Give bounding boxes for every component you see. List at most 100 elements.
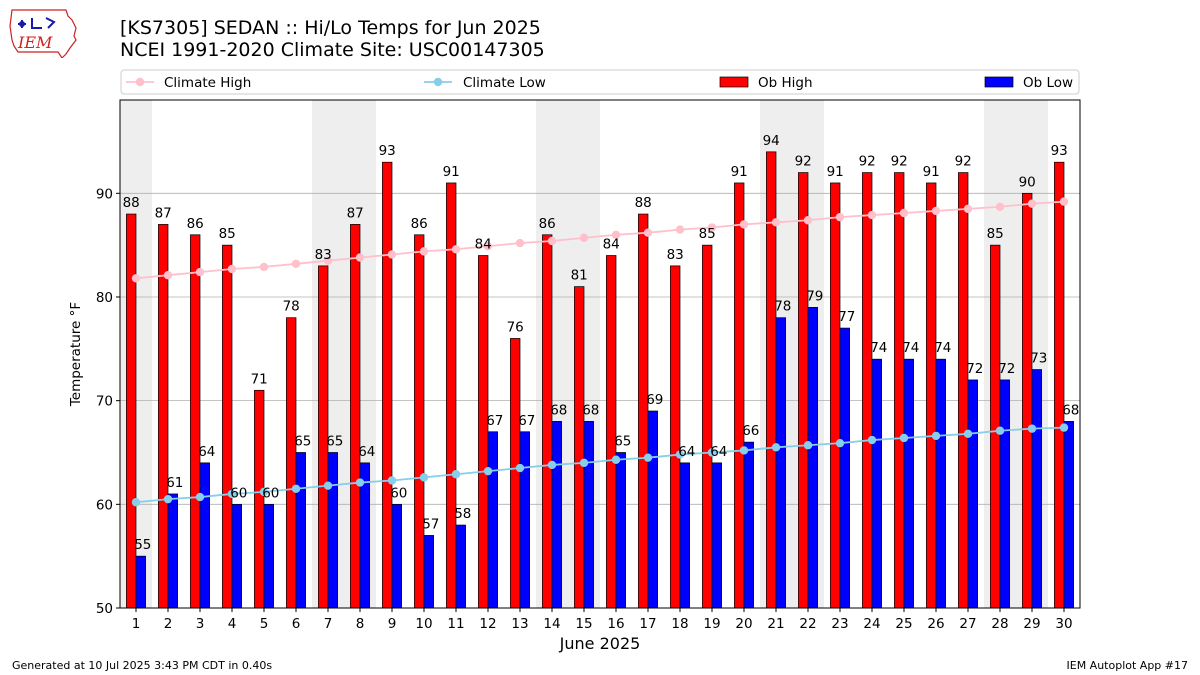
- climate-high-point: [547, 236, 557, 246]
- ob-high-label: 90: [1019, 174, 1036, 190]
- legend-ob-high-swatch: [719, 76, 749, 88]
- ob-low-bar: [615, 452, 626, 609]
- x-tick-label: 29: [1023, 616, 1040, 632]
- x-tick-label: 4: [228, 616, 237, 632]
- x-axis-label: June 2025: [559, 634, 641, 653]
- climate-high-point: [227, 264, 237, 274]
- climate-low-point: [323, 481, 333, 490]
- ob-low-bar: [519, 431, 530, 609]
- climate-low-point: [163, 494, 173, 504]
- legend-box: [120, 69, 1080, 95]
- x-tick-label: 13: [511, 616, 528, 632]
- climate-low-point: [355, 478, 365, 487]
- x-tick-label: 25: [895, 616, 912, 632]
- ob-high-bar: [190, 234, 201, 609]
- ob-low-bar: [967, 379, 978, 609]
- ob-high-bar: [702, 244, 713, 609]
- climate-high-point: [771, 218, 781, 227]
- x-tick-label: 5: [260, 616, 269, 632]
- ob-high-label: 91: [443, 164, 460, 180]
- climate-high-point: [355, 253, 365, 262]
- ob-high-bar: [606, 255, 617, 609]
- ob-low-label: 61: [166, 475, 183, 491]
- climate-low-point: [867, 435, 877, 445]
- ob-high-bar: [638, 213, 649, 609]
- ob-high-label: 87: [155, 205, 172, 221]
- x-tick-label: 14: [543, 616, 560, 632]
- ob-low-label: 69: [646, 392, 663, 408]
- logo-text: IEM: [17, 33, 53, 52]
- ob-high-label: 76: [507, 319, 524, 335]
- ob-high-label: 88: [123, 195, 140, 211]
- ob-low-label: 67: [486, 413, 503, 429]
- app-note: IEM Autoplot App #17: [1066, 659, 1189, 672]
- climate-high-point: [739, 220, 749, 229]
- x-tick-label: 9: [388, 616, 397, 632]
- ob-high-label: 93: [1051, 143, 1068, 159]
- ob-high-bar: [734, 182, 745, 609]
- legend-ob-low-swatch: [984, 76, 1014, 88]
- climate-high-point: [835, 212, 845, 222]
- ob-low-label: 60: [390, 485, 407, 501]
- ob-low-label: 79: [806, 288, 823, 304]
- y-tick-label: 50: [96, 601, 113, 617]
- climate-high-point: [899, 208, 909, 218]
- ob-high-label: 86: [411, 216, 428, 232]
- title-line-2: NCEI 1991-2020 Climate Site: USC00147305: [120, 39, 545, 61]
- ob-low-bar: [1031, 369, 1042, 609]
- climate-low-point: [547, 460, 557, 470]
- bars: [126, 151, 1074, 609]
- ob-high-label: 85: [219, 226, 236, 242]
- ob-low-bar: [647, 410, 658, 609]
- ob-low-label: 72: [966, 361, 983, 377]
- ob-high-label: 93: [379, 143, 396, 159]
- ob-low-label: 68: [1062, 402, 1079, 418]
- ob-high-bar: [926, 182, 937, 609]
- climate-low-point: [931, 431, 941, 441]
- climate-high-point: [803, 216, 813, 225]
- climate-low-point: [1027, 424, 1037, 433]
- ob-low-bar: [135, 555, 146, 609]
- climate-high-line: [135, 200, 1065, 280]
- ob-low-label: 67: [518, 413, 535, 429]
- climate-high-point: [931, 206, 941, 216]
- ob-low-label: 64: [358, 444, 375, 460]
- ob-low-bar: [903, 358, 914, 609]
- x-tick-label: 15: [575, 616, 592, 632]
- ob-low-label: 73: [1030, 351, 1047, 367]
- climate-high-point: [643, 228, 653, 237]
- x-tick-label: 28: [991, 616, 1008, 632]
- climate-low-point: [579, 458, 589, 468]
- climate-high-point: [483, 241, 493, 251]
- climate-high-point: [1059, 197, 1069, 206]
- climate-low-point: [259, 487, 269, 497]
- ob-high-label: 92: [891, 154, 908, 170]
- ob-high-label: 87: [347, 205, 364, 221]
- climate-low-point: [483, 466, 493, 476]
- ob-high-bar: [382, 161, 393, 609]
- ob-high-bar: [510, 338, 521, 609]
- ob-low-label: 74: [934, 340, 951, 356]
- ob-low-label: 77: [838, 309, 855, 325]
- ob-high-label: 71: [251, 371, 268, 387]
- ob-low-bar: [295, 452, 306, 609]
- climate-high-point: [291, 259, 301, 269]
- legend-climate-high-marker: [135, 77, 145, 87]
- climate-lines: [131, 197, 1069, 507]
- climate-low-point: [739, 446, 749, 455]
- x-tick-label: 17: [639, 616, 656, 632]
- ob-high-label: 88: [635, 195, 652, 211]
- ob-low-bar: [935, 358, 946, 609]
- climate-low-point: [643, 453, 653, 462]
- ob-low-bar: [487, 431, 498, 609]
- climate-high-point: [387, 250, 397, 259]
- y-tick-label: 70: [96, 394, 113, 410]
- x-tick-label: 18: [671, 616, 688, 632]
- ob-high-bar: [670, 265, 681, 609]
- ob-low-label: 57: [422, 516, 439, 532]
- ob-high-label: 81: [571, 268, 588, 284]
- ob-low-label: 65: [614, 433, 631, 449]
- ob-high-label: 86: [539, 216, 556, 232]
